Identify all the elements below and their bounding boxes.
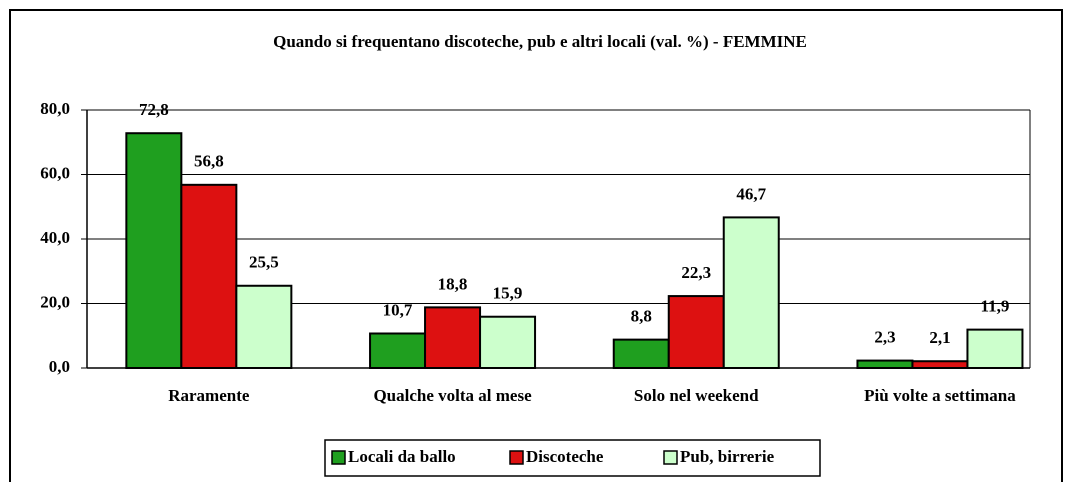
value-label: 10,7 bbox=[383, 300, 413, 319]
bar bbox=[612, 338, 670, 369]
y-tick-label: 0,0 bbox=[49, 357, 70, 376]
bar bbox=[235, 284, 293, 370]
legend-label: Pub, birrerie bbox=[680, 447, 775, 466]
x-tick-label: Solo nel weekend bbox=[634, 386, 759, 405]
bar bbox=[180, 183, 238, 369]
bar bbox=[479, 315, 537, 370]
y-tick-label: 60,0 bbox=[40, 163, 70, 182]
y-tick-label: 80,0 bbox=[40, 99, 70, 118]
bar bbox=[424, 306, 482, 369]
value-label: 2,3 bbox=[874, 327, 895, 346]
x-tick-label: Più volte a settimana bbox=[864, 386, 1016, 405]
bar bbox=[125, 132, 183, 369]
bar bbox=[856, 359, 914, 369]
bar bbox=[911, 360, 969, 370]
legend-swatch bbox=[663, 450, 678, 465]
value-label: 46,7 bbox=[736, 184, 766, 203]
value-label: 25,5 bbox=[249, 253, 279, 272]
value-label: 2,1 bbox=[929, 328, 950, 347]
bar bbox=[369, 332, 427, 369]
bar bbox=[722, 216, 780, 369]
x-tick-label: Qualche volta al mese bbox=[373, 386, 532, 405]
chart-frame bbox=[9, 9, 1063, 482]
legend-box bbox=[324, 439, 821, 477]
value-label: 22,3 bbox=[681, 263, 711, 282]
legend-swatch bbox=[331, 450, 346, 465]
y-tick-label: 40,0 bbox=[40, 228, 70, 247]
y-tick-label: 20,0 bbox=[40, 292, 70, 311]
value-label: 8,8 bbox=[631, 307, 652, 326]
value-label: 56,8 bbox=[194, 152, 224, 171]
x-tick-label: Raramente bbox=[168, 386, 250, 405]
bar bbox=[966, 328, 1024, 369]
legend-label: Locali da ballo bbox=[348, 447, 456, 466]
chart-title: Quando si frequentano discoteche, pub e … bbox=[273, 32, 807, 51]
legend-swatch bbox=[509, 450, 524, 465]
bar bbox=[667, 295, 725, 369]
value-label: 72,8 bbox=[139, 100, 169, 119]
value-label: 18,8 bbox=[438, 274, 468, 293]
legend-label: Discoteche bbox=[526, 447, 604, 466]
value-label: 15,9 bbox=[493, 284, 523, 303]
value-label: 11,9 bbox=[981, 297, 1010, 316]
